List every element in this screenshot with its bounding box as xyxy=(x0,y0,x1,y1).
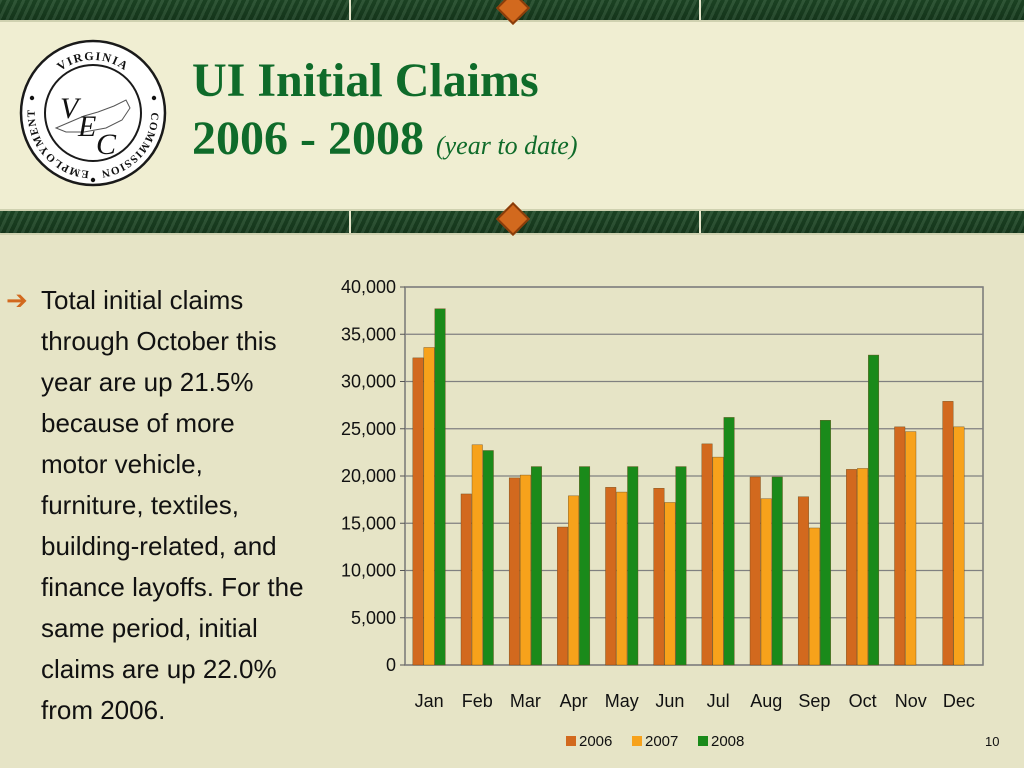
x-tick-label: Apr xyxy=(560,691,588,711)
y-tick-label: 0 xyxy=(386,655,396,675)
bar-2008-may xyxy=(627,466,639,666)
bar-2007-jan xyxy=(423,347,435,666)
x-tick-label: Jul xyxy=(707,691,730,711)
y-tick-label: 40,000 xyxy=(341,277,396,297)
legend-label-2008: 2008 xyxy=(711,733,744,750)
bar-2006-oct xyxy=(846,469,858,666)
x-tick-label: Aug xyxy=(750,691,782,711)
y-tick-label: 20,000 xyxy=(341,466,396,486)
bullet-text: Total initial claims through October thi… xyxy=(41,285,304,725)
title-suffix: (year to date) xyxy=(435,131,578,160)
bar-2008-mar xyxy=(530,466,542,666)
y-tick-label: 5,000 xyxy=(351,608,396,628)
svg-text:C: C xyxy=(96,128,117,161)
y-tick-label: 30,000 xyxy=(341,372,396,392)
vec-logo: VIRGINIA EMPLOYMENT COMMISSION V E C xyxy=(19,39,167,187)
x-tick-label: Jan xyxy=(415,691,444,711)
bar-2007-jul xyxy=(712,456,724,666)
bar-2007-dec xyxy=(953,426,965,666)
legend-swatch-2008 xyxy=(698,736,708,746)
bar-2008-oct xyxy=(868,354,880,666)
y-tick-label: 35,000 xyxy=(341,324,396,344)
bar-2006-may xyxy=(605,487,617,666)
bar-2008-apr xyxy=(579,466,591,666)
bar-2007-sep xyxy=(808,527,820,666)
x-tick-label: Dec xyxy=(943,691,975,711)
bar-2008-aug xyxy=(771,476,783,666)
bar-2006-nov xyxy=(894,426,906,666)
bar-2006-mar xyxy=(508,477,520,666)
bar-2007-feb xyxy=(471,444,483,666)
legend-label-2007: 2007 xyxy=(645,733,678,750)
x-tick-label: Jun xyxy=(655,691,684,711)
bar-2006-dec xyxy=(942,401,954,666)
title-line-2: 2006 - 2008 (year to date) xyxy=(192,110,578,175)
x-tick-label: Sep xyxy=(798,691,830,711)
bar-2008-jan xyxy=(434,308,446,666)
legend-swatch-2006 xyxy=(566,736,576,746)
bar-2007-oct xyxy=(857,468,869,666)
header-background xyxy=(0,18,1024,209)
title-years: 2006 - 2008 xyxy=(192,112,424,165)
y-tick-label: 10,000 xyxy=(341,561,396,581)
slide-title: UI Initial Claims 2006 - 2008 (year to d… xyxy=(192,52,578,175)
y-tick-label: 15,000 xyxy=(341,513,396,533)
title-line-1: UI Initial Claims xyxy=(192,54,539,107)
bar-2006-aug xyxy=(749,476,761,666)
bar-2008-jun xyxy=(675,466,687,666)
claims-bar-chart: 0 5,000 10,000 15,000 20,000 25,000 30,000 35,0… xyxy=(341,277,984,750)
bar-2007-nov xyxy=(905,431,917,666)
bar-2006-jun xyxy=(653,488,665,666)
legend-swatch-2007 xyxy=(632,736,642,746)
svg-text:V: V xyxy=(60,92,82,125)
x-tick-label: Feb xyxy=(462,691,493,711)
bar-2006-feb xyxy=(460,493,472,666)
bar-2006-apr xyxy=(557,526,569,666)
bar-2006-jan xyxy=(412,357,424,666)
bar-2007-jun xyxy=(664,502,676,666)
x-tick-label: May xyxy=(605,691,639,711)
svg-text:E: E xyxy=(77,110,96,143)
page-number: 10 xyxy=(985,734,1000,749)
legend-label-2006: 2006 xyxy=(579,733,612,750)
bar-2008-jul xyxy=(723,417,735,666)
bar-2007-apr xyxy=(568,495,580,666)
bullet-arrow-icon: ➔ xyxy=(6,285,28,315)
bar-2007-mar xyxy=(519,474,531,666)
x-tick-label: Mar xyxy=(510,691,541,711)
bar-2006-sep xyxy=(797,496,809,666)
bar-2007-aug xyxy=(760,498,772,666)
bar-2008-feb xyxy=(482,450,494,666)
bar-2007-may xyxy=(616,491,628,666)
bar-2008-sep xyxy=(819,420,831,666)
x-tick-label: Oct xyxy=(849,691,877,711)
x-tick-label: Nov xyxy=(895,691,927,711)
y-tick-label: 25,000 xyxy=(341,419,396,439)
bar-2006-jul xyxy=(701,443,713,666)
